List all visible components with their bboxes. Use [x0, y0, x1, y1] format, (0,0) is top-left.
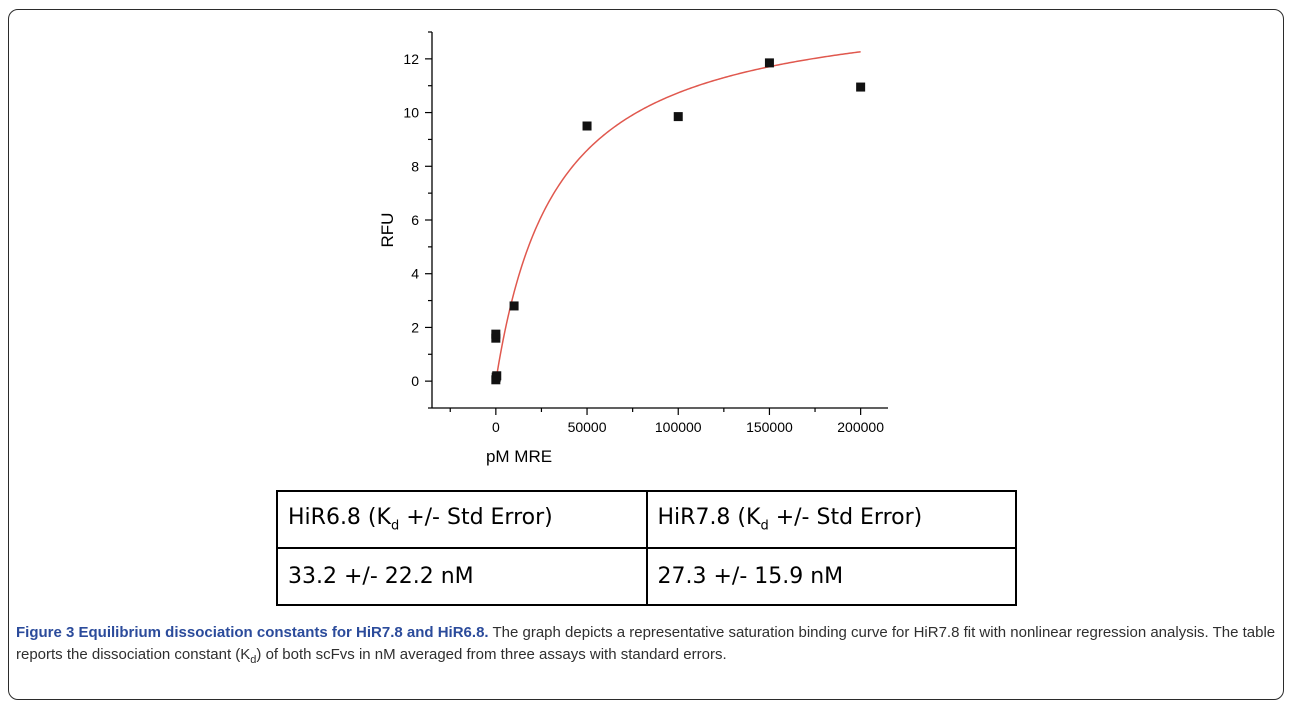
x-axis-label: pM MRE: [486, 447, 552, 466]
x-tick-label: 200000: [837, 419, 884, 435]
figure-frame: [8, 9, 1284, 700]
table-cell-hir68-value: 33.2 +/- 22.2 nM: [276, 547, 648, 606]
data-point: [492, 371, 502, 381]
data-point: [582, 121, 592, 131]
y-axis-label: RFU: [378, 213, 397, 248]
y-tick-label: 4: [411, 266, 419, 282]
caption-text-part1: The graph depicts a representative satur…: [16, 624, 1276, 663]
caption-text-part2: ) of both scFvs in nM averaged from thre…: [256, 646, 727, 663]
y-tick-label: 12: [403, 51, 419, 67]
data-point: [509, 301, 519, 311]
table-header-hir78: HiR7.8 (Kd +/- Std Error): [645, 490, 1017, 549]
y-tick-label: 8: [411, 158, 419, 174]
data-point: [491, 329, 501, 339]
y-tick-label: 0: [411, 373, 419, 389]
data-points-layer: [491, 58, 866, 385]
fit-curve-layer: [495, 51, 861, 382]
data-point: [764, 58, 774, 68]
saturation-binding-chart: 0 50000 100000 150000 200000 0 2 4 6 8 10 12 pM MRE…: [378, 31, 888, 466]
data-point: [673, 112, 683, 122]
table-cell-hir78-value: 27.3 +/- 15.9 nM: [645, 547, 1017, 606]
x-tick-label: 150000: [746, 419, 793, 435]
table-header-hir68: HiR6.8 (Kd +/- Std Error): [276, 490, 648, 549]
data-point: [856, 82, 866, 92]
fit-curve: [495, 51, 861, 382]
y-tick-label: 2: [411, 319, 419, 335]
kd-table: HiR6.8 (Kd +/- Std Error) HiR7.8 (Kd +/-…: [276, 490, 1017, 606]
table-header-row: HiR6.8 (Kd +/- Std Error) HiR7.8 (Kd +/-…: [276, 490, 1017, 549]
caption-subscript: d: [250, 654, 257, 666]
x-tick-label: 50000: [568, 419, 607, 435]
figure-caption: Figure 3 Equilibrium dissociation consta…: [16, 622, 1278, 671]
x-tick-label: 100000: [655, 419, 702, 435]
caption-title: Figure 3 Equilibrium dissociation consta…: [16, 624, 489, 641]
x-tick-label: 0: [492, 419, 500, 435]
y-tick-label: 10: [403, 105, 419, 121]
table-row: 33.2 +/- 22.2 nM 27.3 +/- 15.9 nM: [276, 547, 1017, 606]
y-tick-label: 6: [411, 212, 419, 228]
chart-axes: 0 50000 100000 150000 200000 0 2 4 6 8 10 12: [403, 31, 888, 435]
